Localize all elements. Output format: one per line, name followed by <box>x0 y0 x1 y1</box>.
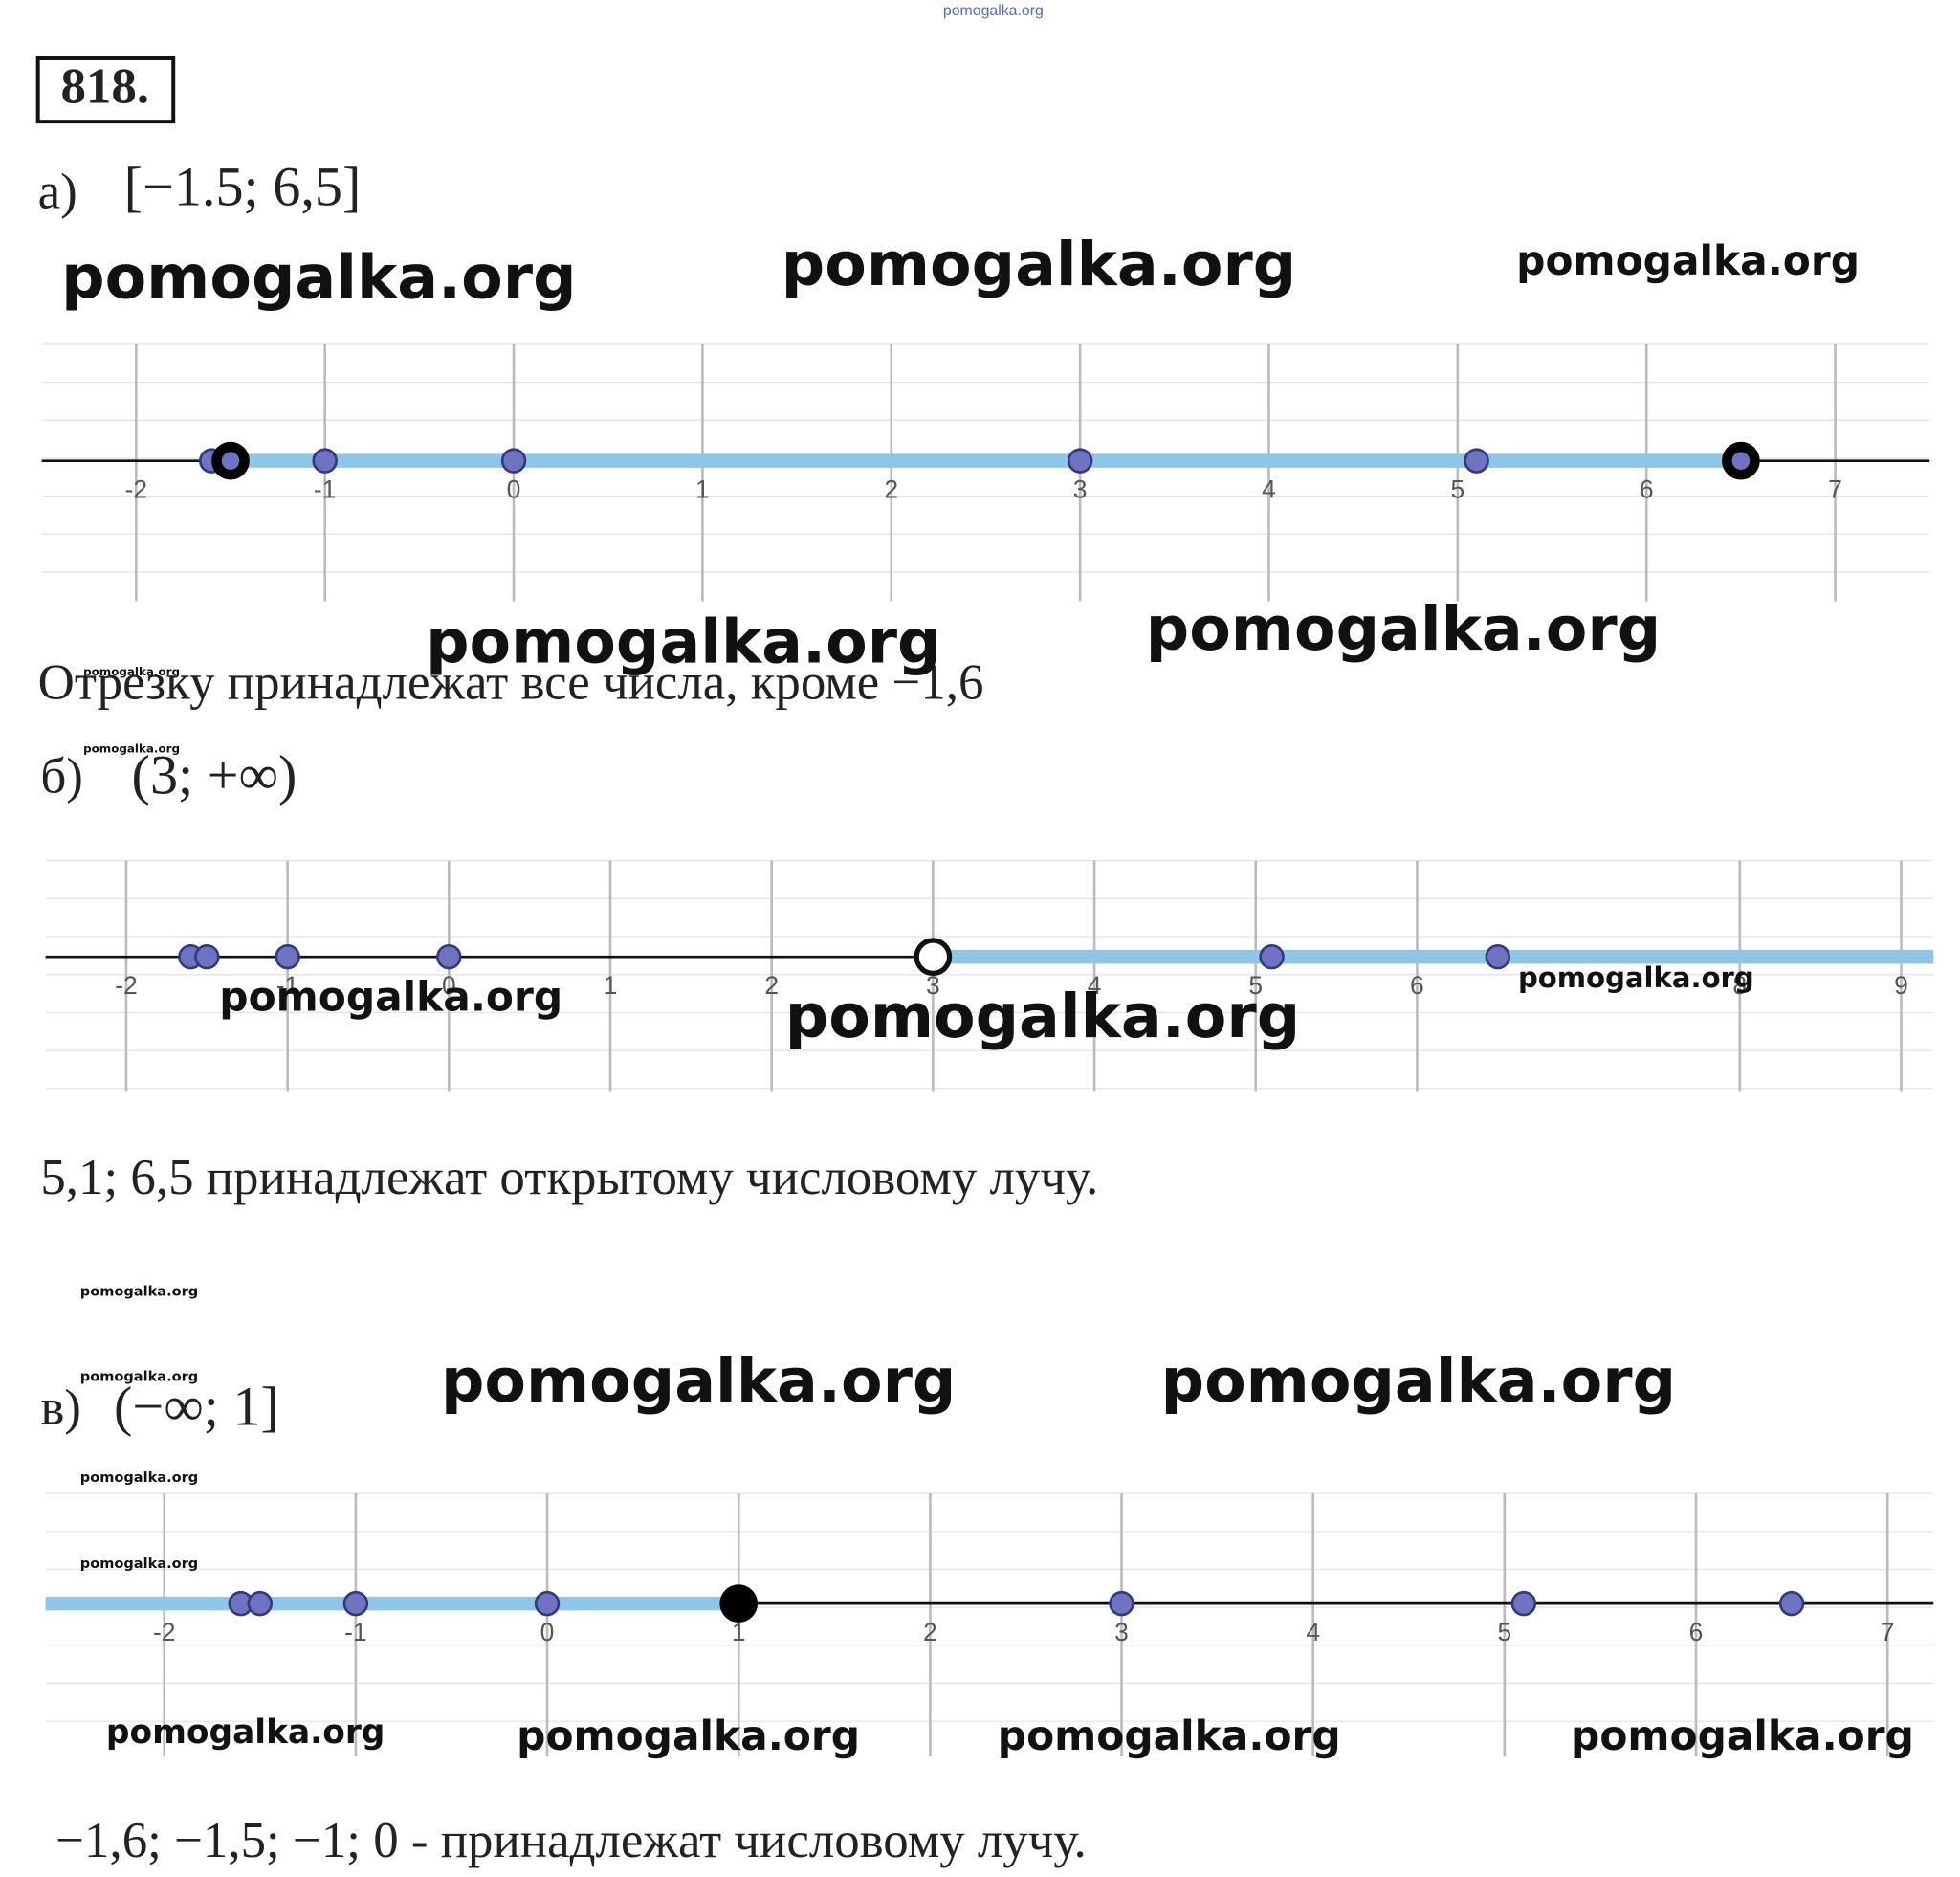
watermark: pomogalka.org <box>1571 1712 1914 1759</box>
open-endpoint <box>914 938 953 977</box>
point <box>436 943 462 970</box>
watermark: pomogalka.org <box>426 606 940 676</box>
watermark: pomogalka.org <box>61 241 576 312</box>
tick-label: 2 <box>884 475 898 503</box>
point <box>1485 943 1511 970</box>
tick-label: 9 <box>1894 971 1908 1000</box>
watermark: pomogalka.org <box>80 1556 198 1572</box>
tick-label: 0 <box>507 475 521 503</box>
watermark: pomogalka.org <box>80 1469 198 1486</box>
tick-label: -1 <box>276 971 299 1000</box>
point <box>247 1590 274 1617</box>
watermark: pomogalka.org <box>80 1368 198 1384</box>
tick-label: 0 <box>540 1618 555 1646</box>
answer: 5,1; 6,5 принадлежат открытому числовому… <box>40 1150 1098 1205</box>
watermark: pomogalka.org <box>785 981 1300 1051</box>
watermark: pomogalka.org <box>106 1713 385 1752</box>
point <box>1109 1590 1134 1617</box>
watermark: pomogalka.org <box>998 1712 1341 1759</box>
watermark: pomogalka.org <box>517 1712 860 1759</box>
tick-label: 4 <box>1088 971 1102 1000</box>
watermark: pomogalka.org <box>83 665 180 678</box>
tick-label: 2 <box>923 1618 937 1646</box>
answer: Отрезку принадлежат все числа, кроме −1,… <box>38 655 984 711</box>
tick-label: 7 <box>1828 475 1842 503</box>
watermark: pomogalka.org <box>219 974 562 1021</box>
point <box>1731 452 1751 470</box>
tick-label: -1 <box>314 475 337 503</box>
answer: −1,6; −1,5; −1; 0 - принадлежат числовом… <box>55 1813 1087 1868</box>
tick-label: 3 <box>926 971 940 1000</box>
watermark: pomogalka.org <box>1146 593 1661 664</box>
interval: (−∞; 1] <box>114 1376 279 1438</box>
tick-label: 5 <box>1248 971 1263 1000</box>
watermark: pomogalka.org <box>441 1345 956 1416</box>
point <box>221 452 240 470</box>
point <box>1067 448 1093 474</box>
problem-number: 818. <box>60 59 149 115</box>
watermark: pomogalka.org <box>1161 1345 1676 1416</box>
closed-endpoint <box>719 1584 759 1623</box>
interval: (3; +∞) <box>132 744 297 806</box>
tick-label: -2 <box>153 1618 176 1646</box>
point <box>312 448 338 474</box>
point <box>1510 1590 1537 1617</box>
part-label: а) <box>38 164 77 219</box>
tick-label: 3 <box>1114 1618 1129 1646</box>
point <box>500 448 527 474</box>
point <box>534 1590 561 1617</box>
tick-label: 0 <box>442 971 456 1000</box>
tick-label: 1 <box>695 475 710 503</box>
tick-label: -2 <box>125 475 148 503</box>
number-box <box>35 56 176 124</box>
tick-label: 6 <box>1410 971 1424 1000</box>
tick-label: 6 <box>1689 1618 1704 1646</box>
watermark: pomogalka.org <box>80 1284 198 1300</box>
tick-label: 8 <box>1732 971 1747 1000</box>
point <box>275 943 300 970</box>
part-label: б) <box>40 748 83 804</box>
point <box>342 1590 369 1617</box>
part-label: в) <box>40 1380 81 1436</box>
tick-label: 4 <box>1262 475 1276 503</box>
tick-label: 1 <box>732 1618 746 1646</box>
tick-label: -1 <box>344 1618 367 1646</box>
tick-label: 1 <box>604 971 618 1000</box>
point <box>1778 1590 1805 1617</box>
tick-label: -2 <box>115 971 138 1000</box>
tick-label: 5 <box>1497 1618 1511 1646</box>
point <box>194 943 220 970</box>
watermark: pomogalka.org <box>782 229 1296 299</box>
tick-label: 3 <box>1073 475 1088 503</box>
interval: [−1.5; 6,5] <box>124 156 362 218</box>
point <box>1464 448 1489 474</box>
tick-label: 2 <box>764 971 779 1000</box>
watermark: pomogalka.org <box>1516 237 1860 284</box>
tick-label: 7 <box>1881 1618 1895 1646</box>
top-watermark: pomogalka.org <box>943 3 1044 19</box>
tick-label: 5 <box>1450 475 1464 503</box>
watermark: pomogalka.org <box>83 742 180 756</box>
tick-label: 6 <box>1640 475 1654 503</box>
watermark: pomogalka.org <box>1518 961 1754 994</box>
tick-label: 4 <box>1306 1618 1320 1646</box>
point <box>1259 943 1285 970</box>
